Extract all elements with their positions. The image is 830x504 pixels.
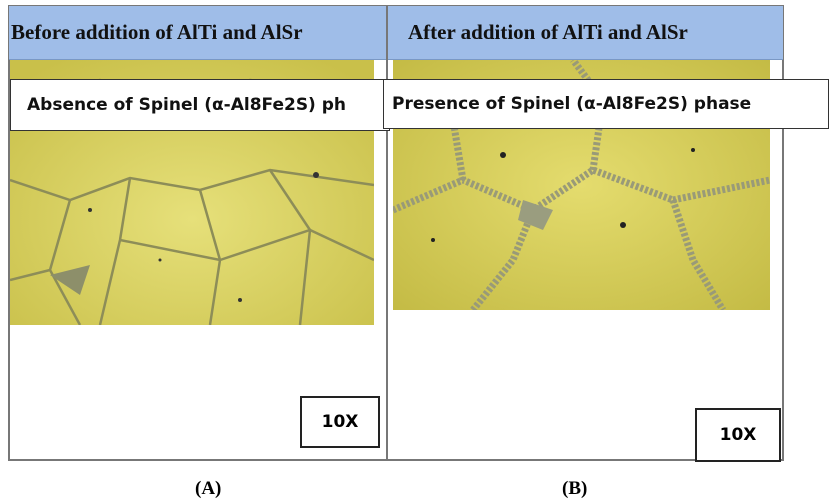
panel-label: (A) xyxy=(195,478,221,500)
magnification-box: 10X xyxy=(300,396,380,448)
panel-header: Before addition of AlTi and AlSr xyxy=(9,6,386,60)
caption-box: Presence of Spinel (α-Al8Fe2S) phase xyxy=(383,79,829,129)
figure: Before addition of AlTi and AlSr After a… xyxy=(0,0,830,504)
panel-label: (B) xyxy=(562,478,587,500)
panel-header: After addition of AlTi and AlSr xyxy=(388,6,783,60)
magnification-box: 10X xyxy=(695,408,781,462)
caption-box: Absence of Spinel (α-Al8Fe2S) ph xyxy=(10,79,390,131)
